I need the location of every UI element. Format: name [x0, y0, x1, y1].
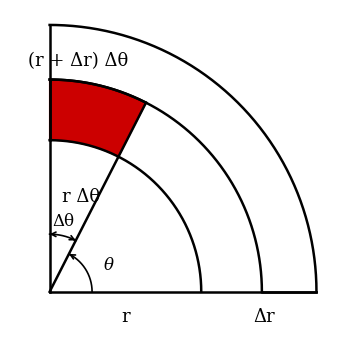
Text: r: r [121, 309, 130, 326]
Text: (r + Δr) Δθ: (r + Δr) Δθ [29, 53, 129, 71]
Text: Δθ: Δθ [52, 212, 75, 229]
Text: r Δθ: r Δθ [62, 188, 100, 206]
Text: Δr: Δr [254, 309, 276, 326]
Polygon shape [50, 79, 146, 157]
Text: θ: θ [104, 257, 114, 275]
